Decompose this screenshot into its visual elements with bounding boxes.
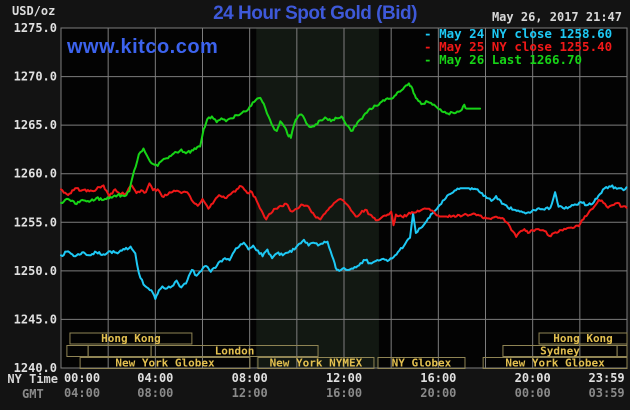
y-tick-label: 1245.0 xyxy=(14,312,57,326)
session-label: Sydney xyxy=(540,345,580,358)
legend-dash-icon: - xyxy=(424,52,440,67)
session-label: Hong Kong xyxy=(553,332,613,345)
session-box xyxy=(482,357,628,369)
y-tick-label: 1270.0 xyxy=(14,70,57,84)
session-box xyxy=(616,345,628,357)
ny-time-axis-label: NY Time xyxy=(7,372,58,386)
legend-label: May 26 Last 1266.70 xyxy=(439,52,583,67)
legend-item: - May 24 NY close 1258.60 xyxy=(424,27,612,40)
gmt-tick-label: 20:00 xyxy=(420,386,456,400)
ny-time-tick-label: 20:00 xyxy=(515,371,551,385)
page-title: 24 Hour Spot Gold (Bid) xyxy=(213,3,417,24)
price-line-may-26 xyxy=(60,82,482,206)
ny-time-tick-label: 04:00 xyxy=(137,371,173,385)
y-tick-label: 1275.0 xyxy=(14,21,57,35)
kitco-watermark-link[interactable]: www.kitco.com xyxy=(67,36,219,58)
gmt-tick-label: 04:00 xyxy=(64,386,100,400)
y-axis-unit-label: USD/oz xyxy=(12,4,56,18)
nymex-session-band xyxy=(256,28,379,368)
ny-time-tick-label: 16:00 xyxy=(420,371,456,385)
session-label: Hong Kong xyxy=(101,332,161,345)
session-label: New York NYMEX xyxy=(270,357,363,370)
y-tick-label: 1255.0 xyxy=(14,215,57,229)
legend-dash-icon: - xyxy=(424,26,440,41)
ny-time-tick-label: 08:00 xyxy=(232,371,268,385)
legend-label: May 24 NY close 1258.60 xyxy=(439,26,613,41)
y-tick-label: 1250.0 xyxy=(14,264,57,278)
y-tick-label: 1260.0 xyxy=(14,167,57,181)
ny-time-tick-label: 00:00 xyxy=(64,371,100,385)
price-line-may-24 xyxy=(60,184,628,300)
gmt-tick-label: 03:59 xyxy=(589,386,625,400)
session-box xyxy=(79,357,251,369)
price-line-may-25 xyxy=(60,182,628,238)
gmt-tick-label: 00:00 xyxy=(515,386,551,400)
legend-item: - May 26 Last 1266.70 xyxy=(424,53,612,66)
session-label: London xyxy=(215,345,255,358)
gmt-tick-label: 12:00 xyxy=(232,386,268,400)
legend-item: - May 25 NY close 1255.40 xyxy=(424,40,612,53)
ny-time-tick-label: 12:00 xyxy=(326,371,362,385)
legend-label: May 25 NY close 1255.40 xyxy=(439,39,613,54)
session-label: NY Globex xyxy=(392,357,452,370)
legend-dash-icon: - xyxy=(424,39,440,54)
gmt-tick-label: 16:00 xyxy=(326,386,362,400)
session-box xyxy=(257,357,375,369)
session-box xyxy=(150,345,319,357)
session-label: New York Globex xyxy=(505,357,605,370)
session-box xyxy=(538,332,628,345)
ny-time-tick-label: 23:59 xyxy=(589,371,625,385)
session-box xyxy=(377,357,466,369)
gmt-tick-label: 08:00 xyxy=(137,386,173,400)
gmt-axis-label: GMT xyxy=(22,387,44,401)
chart-timestamp: May 26, 2017 21:47 xyxy=(491,10,622,24)
session-box xyxy=(69,332,193,345)
y-tick-label: 1265.0 xyxy=(14,118,57,132)
y-tick-label: 1240.0 xyxy=(14,361,57,375)
session-label: New York Globex xyxy=(115,357,215,370)
chart-legend: - May 24 NY close 1258.60- May 25 NY clo… xyxy=(424,27,612,66)
